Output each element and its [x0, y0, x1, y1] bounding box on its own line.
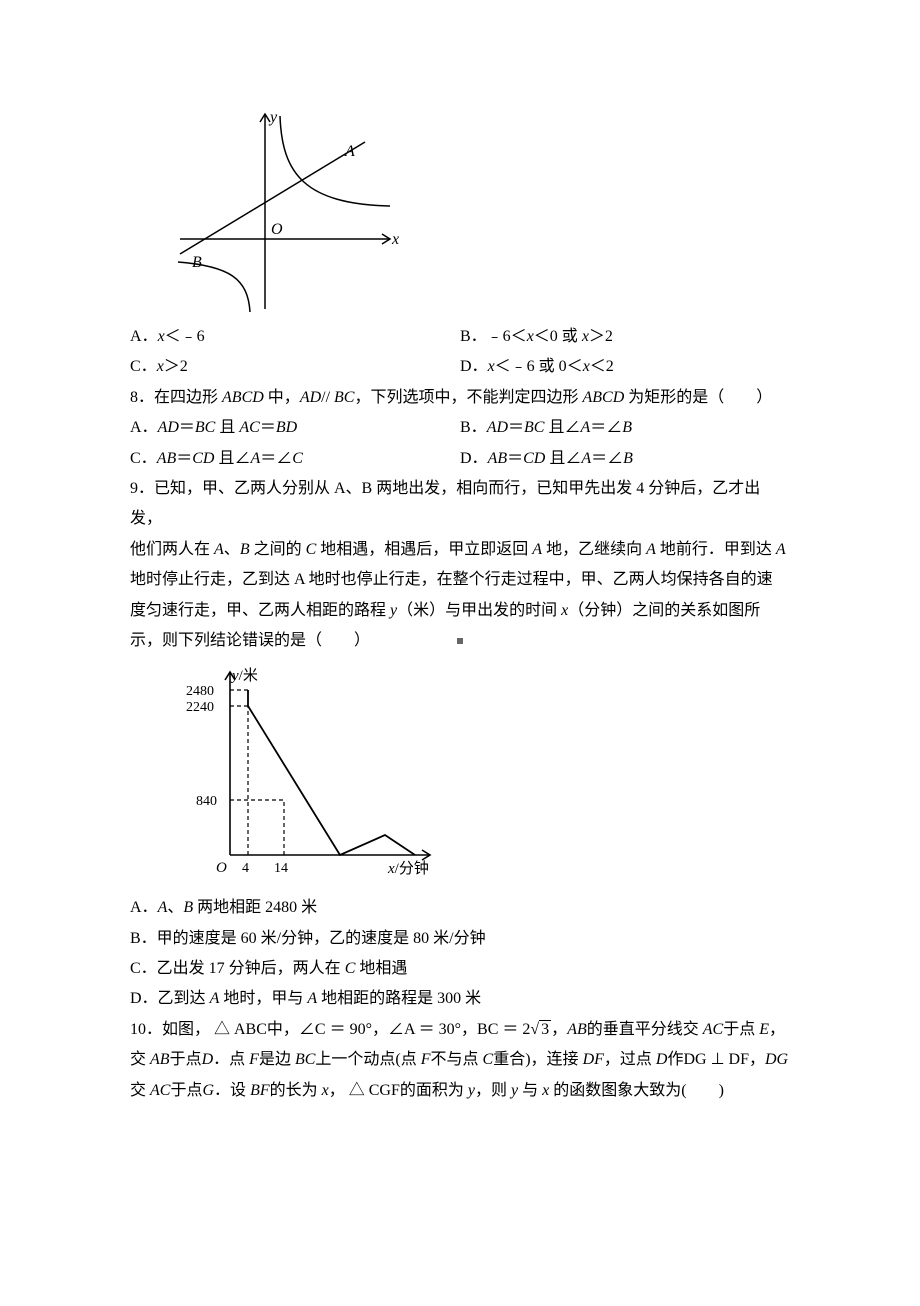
svg-text:4: 4: [242, 861, 249, 876]
svg-text:x: x: [391, 231, 399, 248]
sqrt-arg: 3: [539, 1020, 551, 1038]
center-marker-icon: [457, 638, 463, 644]
q10-stem-line3: 交 AC于点G．设 BF的长为 x， △ CGF的面积为 y，则 y 与 x 的…: [130, 1076, 790, 1106]
q8-options-row2: C．AB＝CD 且∠A＝∠C D．AB＝CD 且∠A＝∠B: [130, 444, 790, 474]
q10-stem-line2: 交 AB于点D．点 F是边 BC上一个动点(点 F不与点 C重合)，连接 DF，…: [130, 1045, 790, 1075]
q9-option-d[interactable]: D．乙到达 A 地时，甲与 A 地相距的路程是 300 米: [130, 984, 790, 1014]
q7-figure: O x y A B: [170, 104, 790, 314]
svg-text:2240: 2240: [186, 700, 214, 715]
svg-text:y: y: [268, 109, 278, 126]
q7-option-a[interactable]: A．x＜﹣6: [130, 322, 460, 352]
q9-stem-line4: 度匀速行走，甲、乙两人相距的路程 y（米）与甲出发的时间 x（分钟）之间的关系如…: [130, 596, 790, 626]
q9-stem-line1: 9．已知，甲、乙两人分别从 A、B 两地出发，相向而行，已知甲先出发 4 分钟后…: [130, 474, 790, 535]
q9-stem-line3: 地时停止行走，乙到达 A 地时也停止行走，在整个行走过程中，甲、乙两人均保持各自…: [130, 565, 790, 595]
svg-text:840: 840: [196, 794, 217, 809]
q8-option-d[interactable]: D．AB＝CD 且∠A＝∠B: [460, 444, 790, 474]
q7-option-d[interactable]: D．x＜﹣6 或 0＜x＜2: [460, 352, 790, 382]
q9-svg: 2480 2240 840 4 14 O y/米 x/分钟: [170, 660, 440, 885]
svg-text:O: O: [271, 221, 283, 238]
svg-text:O: O: [216, 860, 227, 876]
q7-option-c[interactable]: C．x＞2: [130, 352, 460, 382]
svg-text:14: 14: [274, 861, 288, 876]
q10-stem-line1: 10．如图， △ ABC中，∠C ＝ 90°，∠A ＝ 30°，BC ＝ 2√3…: [130, 1015, 790, 1045]
q8-option-a[interactable]: A．AD＝BC 且 AC＝BD: [130, 413, 460, 443]
q7-svg: O x y A B: [170, 104, 400, 314]
q8-stem: 8．在四边形 ABCD 中，AD// BC，下列选项中，不能判定四边形 ABCD…: [130, 383, 790, 413]
svg-text:x/分钟: x/分钟: [387, 860, 429, 877]
q9-option-a[interactable]: A．A、B 两地相距 2480 米: [130, 893, 790, 923]
q7-options-row2: C．x＞2 D．x＜﹣6 或 0＜x＜2: [130, 352, 790, 382]
q9-stem-line5-wrap: 示，则下列结论错误的是（ ）: [130, 626, 790, 656]
q8-options-row1: A．AD＝BC 且 AC＝BD B．AD＝BC 且∠A＝∠B: [130, 413, 790, 443]
q8-option-c[interactable]: C．AB＝CD 且∠A＝∠C: [130, 444, 460, 474]
svg-text:A: A: [344, 143, 355, 160]
svg-text:y/米: y/米: [230, 667, 258, 684]
q9-option-b[interactable]: B．甲的速度是 60 米/分钟，乙的速度是 80 米/分钟: [130, 924, 790, 954]
q8-option-b[interactable]: B．AD＝BC 且∠A＝∠B: [460, 413, 790, 443]
q9-option-c[interactable]: C．乙出发 17 分钟后，两人在 C 地相遇: [130, 954, 790, 984]
q7-options-row1: A．x＜﹣6 B．﹣6＜x＜0 或 x＞2: [130, 322, 790, 352]
svg-text:B: B: [192, 254, 202, 271]
q9-figure: 2480 2240 840 4 14 O y/米 x/分钟: [170, 660, 790, 885]
q9-stem-line2: 他们两人在 A、B 之间的 C 地相遇，相遇后，甲立即返回 A 地，乙继续向 A…: [130, 535, 790, 565]
svg-text:2480: 2480: [186, 684, 214, 699]
q7-option-b[interactable]: B．﹣6＜x＜0 或 x＞2: [460, 322, 790, 352]
